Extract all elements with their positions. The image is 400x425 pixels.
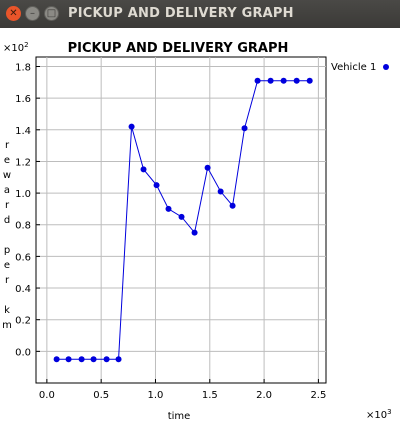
y-axis-label-char: e (4, 260, 10, 271)
data-point (141, 166, 147, 172)
legend-label-vehicle-1: Vehicle 1 (331, 62, 376, 73)
x-tick-label: 0.5 (93, 390, 109, 401)
data-point (54, 356, 60, 362)
data-point (116, 356, 122, 362)
data-point (242, 125, 248, 131)
y-axis-label-char: a (4, 185, 10, 196)
y-axis-label-char: p (4, 245, 10, 256)
x-axis-label: time (168, 411, 191, 422)
data-point (230, 203, 236, 209)
window-title: PICKUP AND DELIVERY GRAPH (68, 6, 294, 21)
data-point (166, 206, 172, 212)
x-tick-label: 2.0 (256, 390, 272, 401)
maximize-button[interactable]: □ (44, 6, 59, 21)
y-tick-label: 0.6 (15, 252, 31, 263)
data-point (218, 189, 224, 195)
x-multiplier-label: ×103 (366, 408, 392, 421)
data-point (66, 356, 72, 362)
data-point (281, 78, 287, 84)
y-axis-label-char: m (2, 320, 12, 331)
close-button[interactable]: ✕ (6, 6, 21, 21)
data-point (179, 214, 185, 220)
y-axis-label-char: k (4, 305, 10, 316)
plot-area (36, 57, 326, 383)
chart-title: PICKUP AND DELIVERY GRAPH (68, 41, 289, 56)
y-tick-label: 1.0 (15, 189, 31, 200)
data-point (192, 230, 198, 236)
x-tick-label: 2.5 (310, 390, 326, 401)
data-point (268, 78, 274, 84)
y-tick-label: 0.2 (15, 316, 31, 327)
minimize-button[interactable]: – (25, 6, 40, 21)
y-tick-label: 0.0 (15, 347, 31, 358)
legend-marker-vehicle-1 (383, 64, 389, 70)
y-tick-label: 0.4 (15, 284, 31, 295)
y-tick-label: 1.6 (15, 94, 31, 105)
data-point (129, 124, 135, 130)
y-multiplier-label: ×102 (3, 41, 29, 54)
y-axis-label-char: e (4, 155, 10, 166)
y-axis-label-char: w (3, 170, 11, 181)
x-tick-label: 0.0 (39, 390, 55, 401)
y-tick-label: 0.8 (15, 221, 31, 232)
data-point (91, 356, 97, 362)
data-point (154, 182, 160, 188)
data-point (205, 165, 211, 171)
legend: Vehicle 1 (331, 62, 389, 73)
y-axis-label-char: r (5, 275, 10, 286)
y-tick-label: 1.2 (15, 157, 31, 168)
y-tick-label: 1.8 (15, 62, 31, 73)
data-point (79, 356, 85, 362)
y-axis-label-char: d (4, 215, 10, 226)
data-point (255, 78, 261, 84)
window-titlebar: ✕ – □ PICKUP AND DELIVERY GRAPH (0, 0, 400, 28)
y-axis-label-char: r (5, 200, 10, 211)
data-point (307, 78, 313, 84)
line-chart: PICKUP AND DELIVERY GRAPH ×102 0.0 0.5 1.0… (0, 28, 400, 425)
data-point (294, 78, 300, 84)
data-point (104, 356, 110, 362)
y-tick-label: 1.4 (15, 126, 31, 137)
x-tick-label: 1.0 (148, 390, 164, 401)
x-tick-label: 1.5 (202, 390, 218, 401)
y-axis-label-char: r (5, 140, 10, 151)
